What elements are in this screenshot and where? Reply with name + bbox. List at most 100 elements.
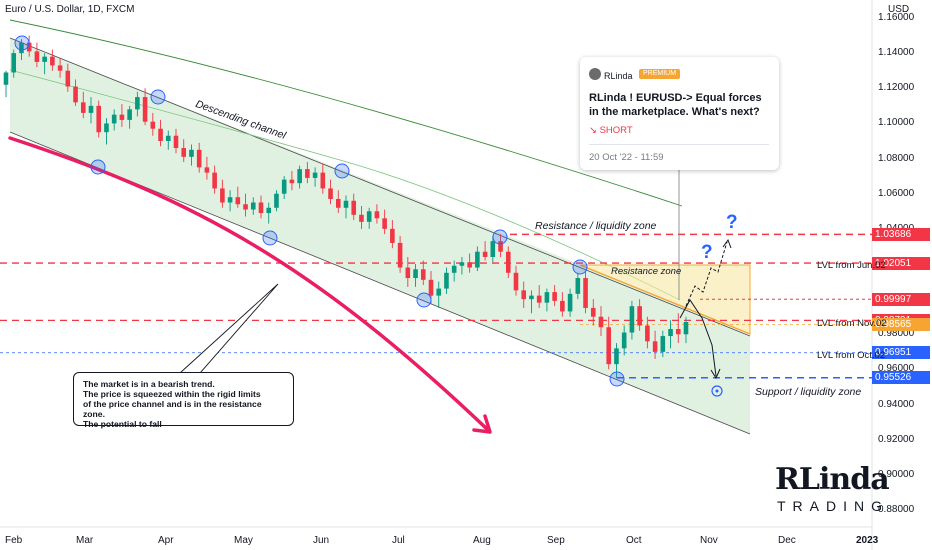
- candle-body: [165, 135, 171, 141]
- candle-body: [552, 292, 557, 301]
- forecast-down-arrowhead: [710, 368, 721, 380]
- rlinda-trading-logo: RLinda TRADING: [775, 462, 890, 524]
- x-tick-label: 2023: [856, 535, 879, 546]
- price-tag: 0.96951: [872, 346, 930, 360]
- author-avatar: [589, 68, 601, 80]
- candle-body: [266, 207, 272, 214]
- candle-body: [196, 149, 202, 168]
- candle-body: [320, 172, 326, 189]
- channel-touch-marker: [334, 163, 350, 179]
- candle-body: [660, 336, 666, 352]
- candle-body: [127, 109, 132, 120]
- y-tick-label: 0.90000: [878, 468, 915, 480]
- candle-body: [312, 172, 318, 178]
- y-tick-label: 1.12000: [878, 82, 915, 94]
- x-tick-label: Dec: [778, 535, 796, 546]
- candle-body: [668, 329, 673, 337]
- channel-touch-marker: [572, 259, 588, 275]
- candle-body: [220, 188, 225, 203]
- candle-body: [513, 272, 519, 291]
- candle-body: [567, 293, 573, 312]
- short-moving-average: [9, 69, 681, 301]
- candle-body: [243, 204, 248, 210]
- candle-body: [274, 193, 279, 208]
- candle-body: [467, 262, 472, 268]
- candle-body: [351, 200, 357, 215]
- bearish-curve: [8, 136, 490, 432]
- candle-body: [258, 202, 264, 214]
- candle-body: [544, 292, 550, 303]
- x-tick-label: Oct: [626, 535, 642, 546]
- candle-body: [281, 179, 287, 194]
- candle-body: [583, 278, 588, 308]
- candle-body: [80, 102, 86, 113]
- candle-body: [26, 42, 32, 52]
- candle-body: [189, 149, 194, 157]
- candle-body: [405, 267, 411, 279]
- resistance-zone-label: Resistance zone: [611, 266, 682, 277]
- candle-body: [521, 290, 527, 300]
- note-line-2: The price is squeezed within the rigid l…: [83, 389, 261, 399]
- candle-body: [590, 307, 596, 317]
- candle-body: [382, 218, 387, 229]
- channel-touch-marker: [262, 230, 278, 246]
- candle-body: [536, 295, 542, 303]
- candle-body: [598, 316, 604, 328]
- author-name[interactable]: RLinda: [604, 71, 633, 81]
- candle-body: [73, 86, 78, 103]
- candle-body: [227, 197, 233, 203]
- price-tag: 1.03686: [872, 227, 930, 241]
- level-oct02-label: LVL from Oct.02: [817, 350, 886, 361]
- candle-body: [475, 251, 480, 268]
- candle-body: [529, 295, 534, 300]
- candle-body: [42, 56, 47, 62]
- note-line-3: of the price channel and is in the resis…: [83, 399, 262, 419]
- candle-body: [505, 251, 511, 273]
- candle-body: [297, 169, 302, 184]
- price-tag: 0.99997: [872, 292, 930, 306]
- candle-body: [675, 329, 681, 335]
- x-tick-label: Aug: [473, 535, 491, 546]
- candle-body: [575, 278, 581, 294]
- idea-title[interactable]: RLinda ! EURUSD-> Equal forces in the ma…: [589, 92, 762, 118]
- candle-body: [11, 53, 17, 73]
- x-tick-label: Nov: [700, 535, 718, 546]
- x-tick-label: Sep: [547, 535, 565, 546]
- candle-body: [374, 211, 380, 219]
- y-tick-label: 1.10000: [878, 117, 915, 129]
- premium-badge: PREMIUM: [639, 69, 681, 79]
- candle-body: [397, 242, 403, 268]
- candle-body: [19, 42, 24, 54]
- target-crosshair-icon: [711, 385, 723, 397]
- currency-label: USD: [888, 4, 910, 15]
- note-line-1: The market is in a bearish trend.: [83, 379, 215, 389]
- candle-body: [250, 202, 256, 210]
- x-tick-label: May: [234, 535, 253, 546]
- channel-upper-line: [9, 37, 751, 337]
- candle-body: [420, 269, 426, 280]
- candle-body: [637, 306, 642, 326]
- forecast-up-arrowhead: [722, 238, 732, 249]
- candle-body: [65, 70, 71, 87]
- bearish-curve-arrowhead: [472, 414, 492, 434]
- candle-body: [88, 105, 94, 113]
- resistance-zone-edge: [579, 264, 751, 335]
- y-tick-label: 1.06000: [878, 187, 915, 199]
- x-tick-label: Jun: [313, 535, 330, 546]
- target-crosshair-dot: [715, 389, 719, 393]
- x-tick-label: Jul: [392, 535, 405, 546]
- price-tag: 0.98565: [872, 317, 930, 331]
- candle-body: [490, 241, 496, 257]
- candle-body: [289, 179, 295, 184]
- candle-body: [482, 251, 488, 257]
- y-tick-label: 1.14000: [878, 47, 915, 59]
- y-tick-label: 1.16000: [878, 12, 915, 23]
- price-tag: 1.02051: [872, 256, 930, 270]
- channel-touch-marker: [14, 35, 30, 51]
- idea-card[interactable]: RLinda PREMIUM RLinda ! EURUSD-> Equal f…: [580, 57, 779, 170]
- x-tick-label: Feb: [5, 535, 23, 546]
- candle-body: [34, 51, 40, 62]
- candle-body: [142, 97, 148, 122]
- price-tag: 0.95526: [872, 371, 930, 385]
